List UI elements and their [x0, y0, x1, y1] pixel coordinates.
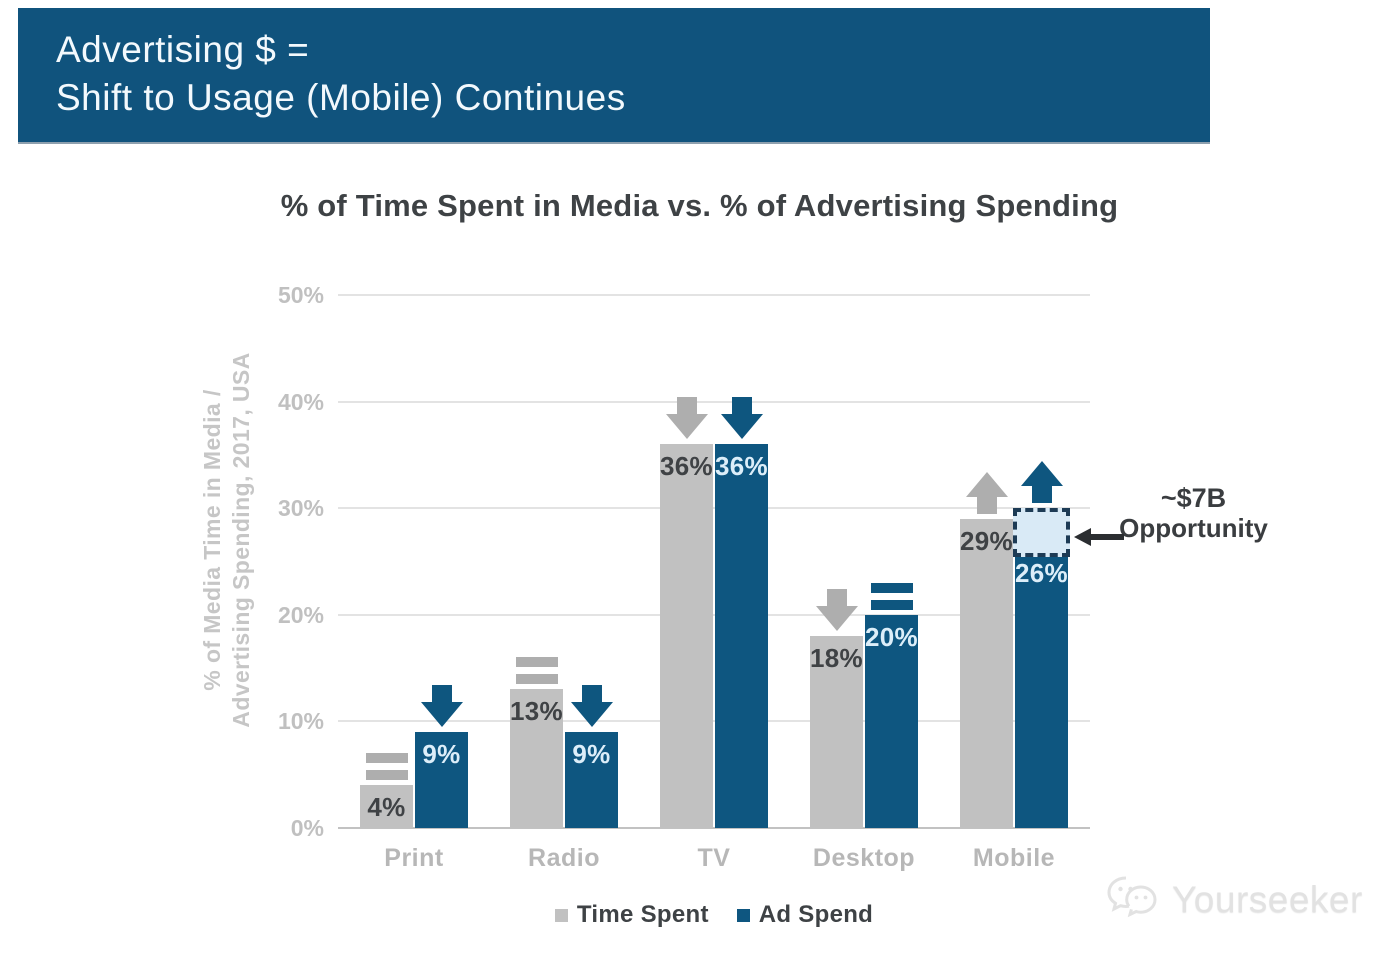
time-spent-trend-up-mobile — [966, 472, 1008, 514]
gridline-10 — [338, 720, 1090, 723]
y-tick-label-10: 10% — [277, 708, 324, 735]
time-spent-bar-print — [360, 785, 413, 828]
opportunity-annotation: ~$7B Opportunity — [1096, 483, 1291, 543]
equal-sign-top-bar — [516, 657, 558, 667]
trend-down-arrow-icon — [571, 685, 613, 727]
y-tick-label-20: 20% — [277, 601, 324, 628]
gridline-30 — [338, 507, 1090, 510]
annotation-left-arrow-icon — [1074, 528, 1124, 546]
equal-sign-top-bar — [871, 583, 913, 593]
time-spent-bar-desktop — [810, 636, 863, 828]
equal-sign-top-bar — [366, 753, 408, 763]
ad-spend-value-mobile: 26% — [1015, 558, 1068, 588]
time-spent-trend-equal-print — [366, 753, 408, 780]
time-spent-value-desktop: 18% — [810, 643, 863, 673]
time-spent-value-tv: 36% — [660, 451, 713, 481]
trend-down-arrow-icon — [666, 397, 708, 439]
y-tick-label-0: 0% — [290, 815, 324, 841]
gridline-50 — [338, 294, 1090, 296]
ad-spend-bar-print — [415, 732, 468, 828]
trend-down-arrow-icon — [421, 685, 463, 727]
gridline-40 — [338, 400, 1090, 403]
trend-down-arrow-icon — [816, 589, 858, 631]
ad-spend-trend-down-radio — [571, 685, 613, 727]
legend: Time Spent Ad Spend — [338, 901, 1090, 929]
opportunity-annotation-value: ~$7B — [1160, 483, 1227, 513]
time-spent-trend-equal-radio — [516, 657, 558, 684]
trend-up-arrow-icon — [966, 472, 1008, 514]
time-spent-bar-mobile — [960, 519, 1013, 828]
x-label-radio: Radio — [528, 844, 600, 872]
legend-item-ad-spend: Ad Spend — [736, 901, 874, 929]
ad-spend-trend-up-mobile — [1021, 461, 1063, 504]
time-spent-value-print: 4% — [367, 792, 406, 822]
x-label-print: Print — [384, 844, 444, 872]
chart-title: % of Time Spent in Media vs. % of Advert… — [280, 188, 1119, 223]
ad-spend-bar-radio — [565, 732, 618, 828]
legend-marker-ad-spend — [736, 908, 750, 922]
ad-spend-value-radio: 9% — [572, 739, 611, 769]
gridline-20 — [338, 613, 1090, 616]
trend-up-arrow-icon — [1021, 461, 1063, 504]
opportunity-annotation-label: Opportunity — [1119, 513, 1268, 543]
time-spent-bar-radio — [510, 689, 563, 828]
ad-spend-trend-equal-desktop — [871, 583, 913, 610]
x-label-desktop: Desktop — [812, 844, 916, 872]
legend-label-ad-spend: Ad Spend — [758, 901, 874, 928]
ad-spend-value-tv: 36% — [715, 451, 768, 481]
y-tick-label-50: 50% — [277, 282, 324, 308]
ad-spend-bar-desktop — [865, 615, 918, 828]
equal-sign-bottom-bar — [871, 600, 913, 610]
time-spent-trend-down-desktop — [816, 589, 858, 631]
y-axis-label-line1: % of Media Time in Media / — [199, 389, 225, 691]
time-spent-value-mobile: 29% — [960, 526, 1013, 556]
trend-down-arrow-icon — [721, 397, 763, 439]
time-spent-value-radio: 13% — [510, 696, 563, 726]
watermark: Yourseeker — [1106, 874, 1363, 926]
x-label-mobile: Mobile — [972, 844, 1056, 872]
time-spent-bar-tv — [660, 444, 713, 828]
wechat-logo-icon — [1107, 876, 1157, 918]
ad-spend-value-print: 9% — [422, 739, 461, 769]
ad-spend-bar-mobile — [1015, 551, 1068, 828]
legend-item-time-spent: Time Spent — [554, 901, 709, 929]
equal-sign-bottom-bar — [366, 770, 408, 780]
y-tick-label-40: 40% — [277, 388, 324, 415]
watermark-label: Yourseeker — [1172, 879, 1363, 920]
ad-spend-trend-down-print — [421, 685, 463, 727]
x-label-tv: TV — [697, 844, 731, 872]
header-title-line2: Shift to Usage (Mobile) Continues — [56, 77, 626, 118]
legend-label-time-spent: Time Spent — [576, 901, 709, 928]
header-banner: Advertising $ = Shift to Usage (Mobile) … — [18, 8, 1210, 142]
x-axis-line — [338, 827, 1090, 829]
header-title-line1: Advertising $ = — [56, 29, 310, 70]
opportunity-gap-box — [1013, 508, 1070, 557]
ad-spend-value-desktop: 20% — [865, 622, 918, 652]
time-spent-trend-down-tv — [666, 397, 708, 439]
ad-spend-trend-down-tv — [721, 397, 763, 439]
ad-spend-bar-tv — [715, 444, 768, 828]
equal-sign-bottom-bar — [516, 674, 558, 684]
y-tick-label-30: 30% — [277, 495, 324, 522]
legend-marker-time-spent — [554, 908, 568, 922]
